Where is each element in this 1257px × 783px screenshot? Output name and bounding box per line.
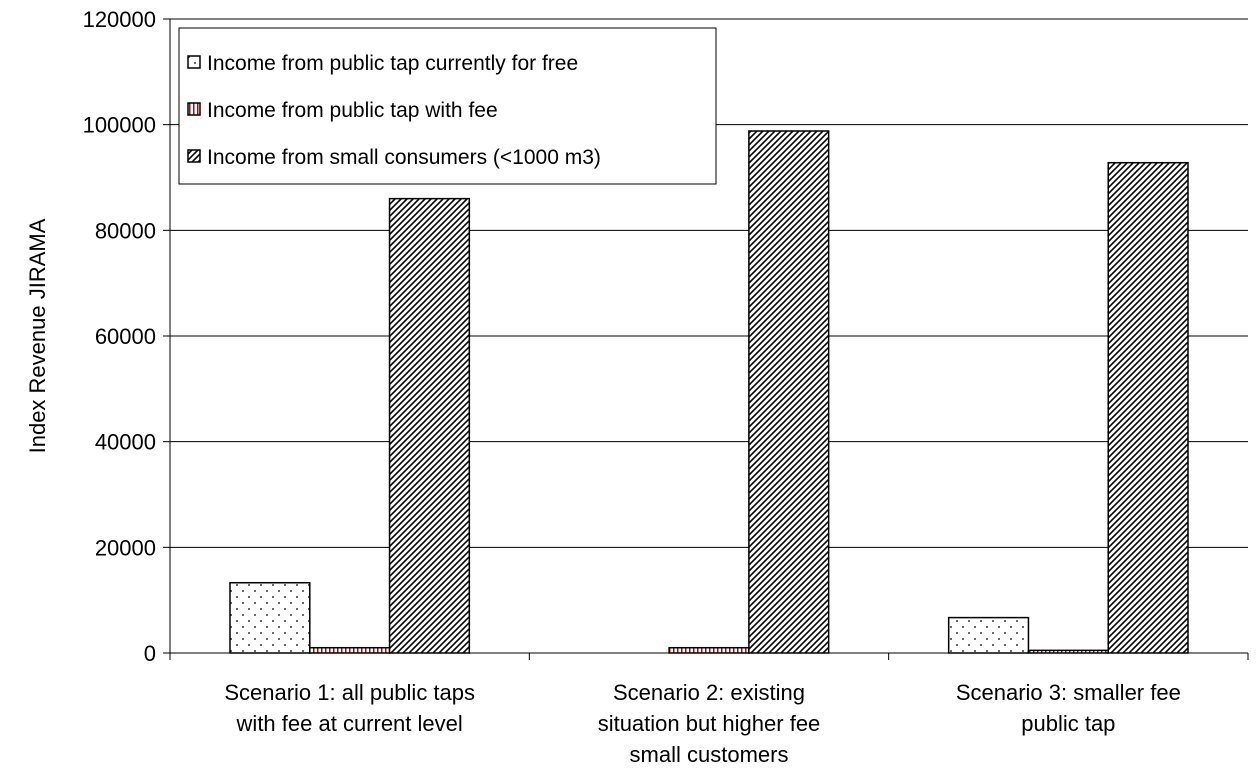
y-axis-title: Index Revenue JIRAMA [25, 218, 50, 453]
legend-swatch [187, 55, 201, 69]
x-category-label-line: Scenario 2: existing [613, 680, 805, 705]
y-tick-label: 80000 [95, 218, 156, 243]
x-axis-categories: Scenario 1: all public taps with fee at c… [224, 680, 1181, 767]
x-category-label: Scenario 2: existing situation but higher… [598, 680, 821, 767]
legend-swatch [187, 102, 201, 116]
x-category-label-line: small customers [630, 742, 789, 767]
y-tick-label: 20000 [95, 535, 156, 560]
legend-box [178, 27, 717, 185]
legend-label: Income from public tap currently for fre… [207, 52, 578, 75]
x-category-label-line: with fee at current level [236, 711, 463, 736]
bar-3-3 [1107, 161, 1189, 654]
bar-1-1 [229, 581, 311, 654]
legend: Income from public tap currently for fre… [178, 27, 717, 185]
legend-label: Income from small consumers (<1000 m3) [207, 146, 601, 169]
bar-2-1 [309, 646, 391, 654]
legend-swatch [187, 149, 201, 163]
y-tick-label: 120000 [83, 7, 156, 32]
bar-3-2 [748, 130, 830, 654]
legend-label: Income from public tap with fee [207, 99, 498, 122]
y-tick-label: 40000 [95, 430, 156, 455]
x-category-label-line: public tap [1021, 711, 1115, 736]
y-tick-label: 60000 [95, 324, 156, 349]
x-category-label: Scenario 3: smaller fee public tap [956, 680, 1181, 736]
axes [169, 19, 1249, 660]
x-category-label-line: Scenario 3: smaller fee [956, 680, 1181, 705]
x-category-label-line: Scenario 1: all public taps [224, 680, 475, 705]
bar-3-1 [388, 197, 471, 654]
y-axis-ticks: 0 20000 40000 60000 80000 100000 120000 [83, 7, 170, 666]
x-category-label-line: situation but higher fee [598, 711, 821, 736]
bar-2-2 [668, 646, 750, 654]
bar-1-3 [947, 616, 1030, 654]
y-tick-label: 100000 [83, 113, 156, 138]
x-category-label: Scenario 1: all public taps with fee at c… [224, 680, 475, 736]
y-tick-label: 0 [144, 641, 156, 666]
bars [229, 130, 1189, 654]
